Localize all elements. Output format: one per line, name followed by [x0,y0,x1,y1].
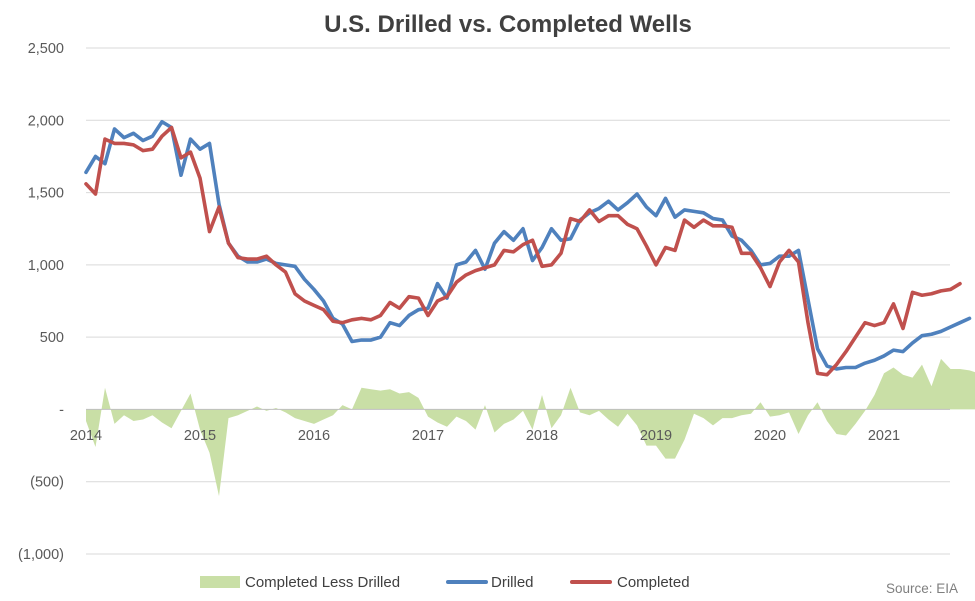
legend-swatch-area [200,576,240,588]
y-tick-label: 2,500 [28,41,64,57]
source-note: Source: EIA [886,581,958,596]
x-axis: 2014 2015 2016 2017 2018 2019 2020 2021 [70,428,900,444]
line-series-layer [84,119,972,377]
y-tick-label: (1,000) [18,547,64,563]
y-tick-label: 1,000 [28,258,64,274]
y-tick-label: - [59,402,64,418]
x-tick-label: 2018 [526,428,558,444]
x-tick-label: 2015 [184,428,216,444]
legend: Completed Less Drilled Drilled Completed [200,574,690,591]
legend-label: Completed [617,574,690,591]
x-tick-label: 2016 [298,428,330,444]
x-tick-label: 2021 [868,428,900,444]
gridlines [86,47,950,555]
y-tick-label: 2,000 [28,113,64,129]
series-line-completed [84,125,962,377]
y-tick-label: 1,500 [28,186,64,202]
chart-title: U.S. Drilled vs. Completed Wells [324,11,692,38]
area-series-layer [86,358,975,497]
x-tick-label: 2019 [640,428,672,444]
series-area-completed-less-drilled [86,358,975,497]
x-tick-label: 2017 [412,428,444,444]
series-line-drilled [84,119,972,371]
y-tick-label: (500) [30,475,64,491]
y-axis: 2,500 2,000 1,500 1,000 500 - (500) (1,000) [18,41,64,563]
y-tick-label: 500 [40,330,64,346]
legend-label: Completed Less Drilled [245,574,400,591]
legend-label: Drilled [491,574,534,591]
x-tick-label: 2014 [70,428,102,444]
x-tick-label: 2020 [754,428,786,444]
